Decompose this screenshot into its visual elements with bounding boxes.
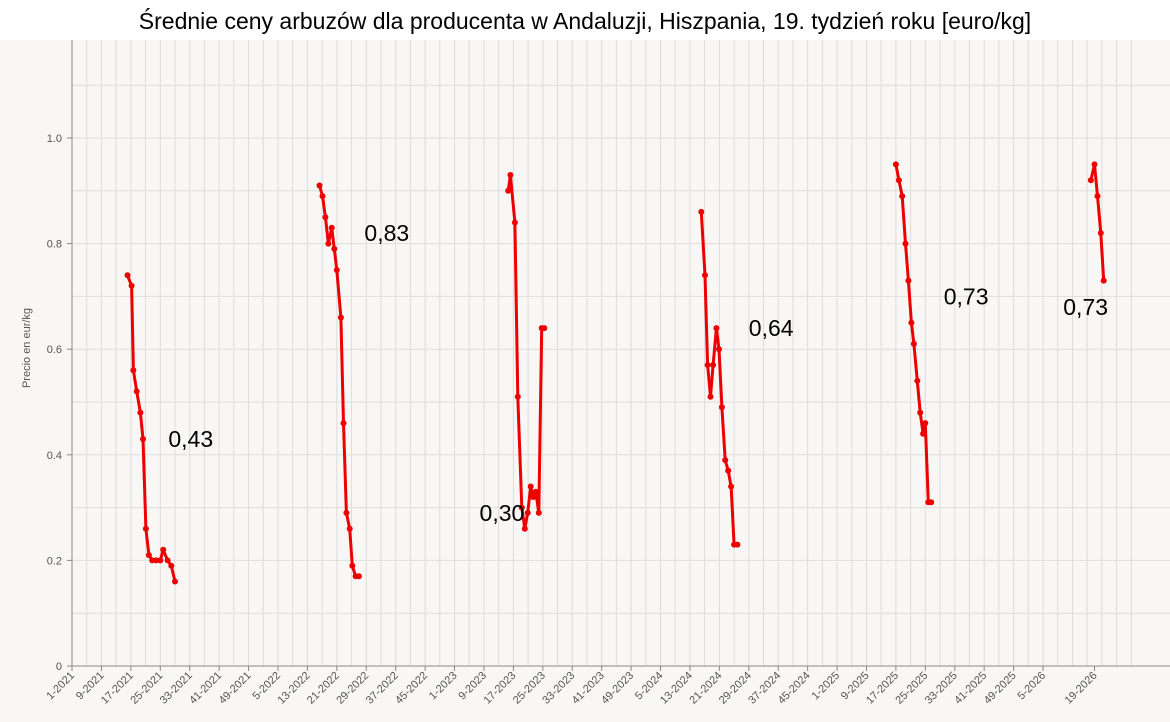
data-point: [524, 509, 531, 516]
y-tick-label: 0.8: [47, 239, 62, 251]
annotation-label: 0,83: [364, 220, 409, 246]
data-point: [922, 420, 929, 427]
chart-title: Średnie ceny arbuzów dla producenta w An…: [138, 8, 1032, 34]
series-line-segment: [318, 184, 361, 578]
data-point: [1100, 277, 1107, 284]
data-point: [137, 409, 144, 416]
y-tick-label: 1.0: [47, 133, 62, 145]
data-point: [1091, 161, 1098, 168]
data-point: [1094, 193, 1101, 200]
data-point: [728, 483, 735, 490]
data-point: [153, 557, 160, 564]
data-point: [507, 172, 514, 178]
data-point: [349, 562, 356, 569]
data-point: [527, 483, 534, 490]
data-point: [168, 562, 175, 569]
data-point: [160, 546, 167, 553]
data-point: [142, 525, 149, 532]
data-point: [902, 240, 909, 247]
data-point: [172, 578, 178, 585]
annotation-label: 0,43: [168, 426, 213, 452]
data-point: [340, 420, 347, 427]
data-point: [707, 393, 714, 400]
annotation-label: 0,64: [749, 315, 794, 341]
data-point: [716, 346, 722, 353]
data-point: [908, 319, 915, 326]
data-point: [514, 393, 521, 400]
data-point: [1097, 230, 1104, 236]
data-point: [130, 367, 137, 374]
data-point: [511, 219, 518, 226]
data-point: [722, 457, 729, 464]
data-point: [734, 541, 741, 548]
plot-background: [0, 40, 1170, 722]
series-points: [124, 161, 1107, 585]
data-point: [914, 377, 921, 384]
data-point: [337, 314, 344, 321]
data-point: [920, 430, 927, 437]
data-point: [892, 161, 899, 168]
data-point: [905, 277, 912, 284]
data-point: [140, 436, 146, 442]
data-point: [124, 272, 131, 279]
annotation-label: 0,30: [480, 500, 525, 526]
data-point: [518, 504, 525, 511]
data-point: [899, 193, 906, 200]
data-point: [917, 409, 924, 416]
annotations: 0,43 0,83 0,30 0,64 0,73 0,73: [168, 220, 1108, 526]
annotation-label: 0,73: [1063, 294, 1108, 320]
data-point: [710, 362, 717, 368]
data-point: [704, 362, 711, 368]
data-point: [505, 187, 512, 194]
data-point: [532, 488, 539, 495]
data-point: [698, 208, 705, 215]
data-point: [541, 325, 548, 332]
data-point: [333, 267, 340, 273]
data-point: [535, 509, 542, 516]
data-point: [319, 193, 326, 200]
y-axis-label: Precio en eur/kg: [21, 308, 33, 388]
data-point: [322, 214, 329, 221]
data-point: [702, 272, 708, 279]
data-point: [316, 182, 323, 189]
data-point: [521, 525, 528, 532]
data-point: [328, 224, 335, 231]
data-point: [928, 499, 935, 506]
data-point: [910, 340, 917, 347]
data-point: [1087, 177, 1094, 184]
data-point: [718, 404, 725, 411]
data-point: [343, 509, 350, 516]
y-tick-label: 0.6: [47, 344, 62, 356]
annotation-label: 0,73: [944, 283, 989, 309]
data-point: [530, 494, 537, 500]
data-point: [325, 240, 332, 247]
axes: [71, 40, 1170, 667]
data-point: [331, 245, 338, 252]
data-point: [145, 552, 152, 559]
y-tick-label: 0.4: [47, 450, 62, 462]
data-point: [725, 467, 732, 474]
data-point: [157, 557, 164, 564]
y-tick-label: 0: [56, 661, 62, 673]
data-point: [895, 177, 902, 184]
y-tick-label: 0.2: [47, 555, 62, 567]
y-tick-labels: 0 0.2 0.4 0.6 0.8 1.0: [47, 133, 72, 673]
data-point: [128, 282, 135, 289]
data-point: [355, 573, 362, 580]
data-point: [713, 325, 720, 332]
data-point: [133, 388, 140, 395]
data-point: [164, 557, 171, 564]
data-point: [346, 525, 353, 532]
